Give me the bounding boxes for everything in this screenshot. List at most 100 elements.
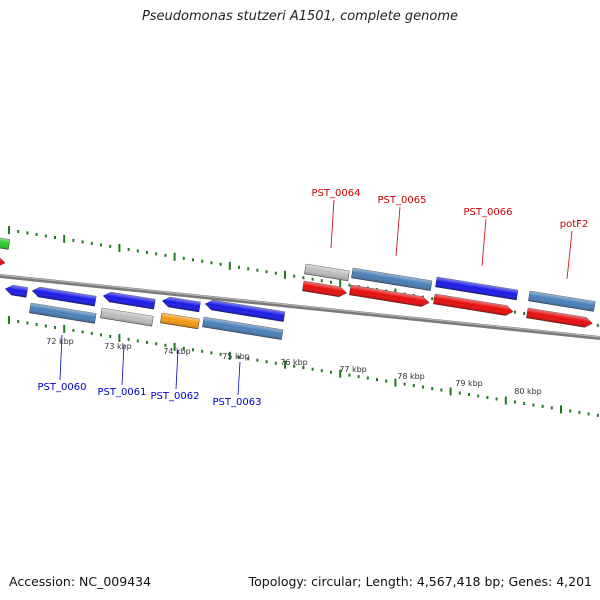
lower-tick-row [8, 316, 599, 417]
tick-mark [238, 265, 240, 269]
label-leader [175, 349, 179, 390]
tick-mark [182, 346, 185, 350]
tick-mark [164, 253, 167, 257]
tick-mark [54, 326, 56, 329]
gene-arrow [304, 263, 350, 282]
tick-mark [136, 249, 139, 253]
tick-mark [293, 274, 296, 278]
tick-mark [550, 406, 553, 410]
tick-mark [210, 351, 213, 355]
gene-label: PST_0062 [151, 391, 200, 402]
tick-mark [284, 270, 286, 279]
gene-arrow [528, 290, 596, 312]
scale-label: 73 kbp [104, 342, 132, 351]
tick-mark [17, 230, 20, 233]
scale-label: 79 kbp [455, 379, 483, 388]
tick-mark [54, 236, 56, 239]
tick-mark [219, 262, 222, 266]
tick-mark [320, 369, 323, 373]
tick-mark [569, 409, 572, 413]
tick-mark [440, 388, 443, 392]
tick-mark [274, 271, 277, 275]
tick-mark [495, 397, 498, 401]
tick-mark [587, 412, 590, 416]
tick-mark [201, 259, 204, 263]
tick-mark [302, 276, 305, 280]
tick-mark [468, 393, 470, 396]
tick-mark [201, 349, 204, 353]
tick-mark [339, 279, 342, 288]
tick-mark [109, 334, 112, 338]
scale-label: 76 kbp [280, 358, 308, 367]
label-leader [59, 334, 63, 381]
tick-mark [127, 247, 130, 251]
tick-mark [431, 387, 434, 391]
gene-arrow [202, 316, 284, 340]
tick-mark [330, 280, 332, 284]
gene-arrow [29, 302, 97, 324]
tick-mark [311, 277, 314, 281]
tick-mark [127, 337, 130, 341]
tick-mark [311, 367, 314, 371]
tick-mark [247, 267, 250, 271]
tick-mark [35, 233, 38, 236]
tick-mark [63, 234, 66, 243]
tick-mark [330, 370, 332, 374]
tick-mark [26, 321, 29, 325]
scale-label: 78 kbp [397, 372, 425, 381]
gene-label: PST_0065 [378, 195, 427, 206]
label-leader [330, 199, 335, 249]
tick-mark [504, 396, 507, 405]
tick-mark [274, 361, 277, 365]
tick-mark [210, 261, 213, 265]
tick-mark [81, 240, 84, 244]
tick-mark [366, 376, 369, 380]
tick-mark [431, 297, 434, 301]
gene-arrow [526, 307, 593, 328]
genome-stats: Topology: circular; Length: 4,567,418 bp… [248, 574, 592, 589]
tick-mark [44, 234, 47, 238]
tick-mark [8, 226, 10, 234]
accession-label: Accession: NC_009434 [9, 574, 152, 589]
dna-backbone-highlight [0, 274, 600, 338]
tick-mark [118, 333, 121, 342]
gene-arrow [100, 307, 154, 327]
tick-mark [376, 378, 378, 382]
tick-mark [136, 339, 139, 343]
tick-mark [284, 360, 286, 369]
tick-mark [155, 342, 158, 346]
label-leader [395, 206, 401, 257]
gene-arrow [351, 267, 433, 291]
tick-mark [146, 250, 148, 254]
tick-mark [44, 324, 47, 328]
tick-mark [219, 352, 222, 356]
tick-mark [302, 366, 305, 370]
tick-mark [596, 323, 599, 327]
tick-mark [385, 379, 388, 383]
tick-mark [100, 243, 102, 247]
tick-mark [596, 413, 599, 417]
gene-arrow [160, 312, 200, 330]
scale-label: 72 kbp [46, 337, 74, 346]
tick-mark [228, 261, 231, 270]
gene-arrow [349, 284, 430, 307]
tick-mark [173, 342, 176, 351]
scale-label: 75 kbp [222, 352, 250, 361]
tick-mark [541, 404, 544, 408]
tick-mark [514, 310, 516, 314]
tick-mark [256, 268, 259, 272]
gene-arrow [161, 296, 201, 313]
tick-mark [320, 279, 323, 283]
scale-label: 80 kbp [514, 387, 542, 396]
gene-arrow [0, 237, 11, 250]
tick-mark [164, 343, 167, 347]
tick-mark [173, 252, 176, 261]
tick-mark [265, 270, 268, 274]
tick-mark [486, 396, 489, 399]
label-leader [121, 344, 125, 386]
tick-mark [155, 252, 158, 256]
gene-label: PST_0061 [98, 387, 147, 398]
tick-mark [412, 384, 415, 388]
tick-mark [192, 258, 194, 262]
